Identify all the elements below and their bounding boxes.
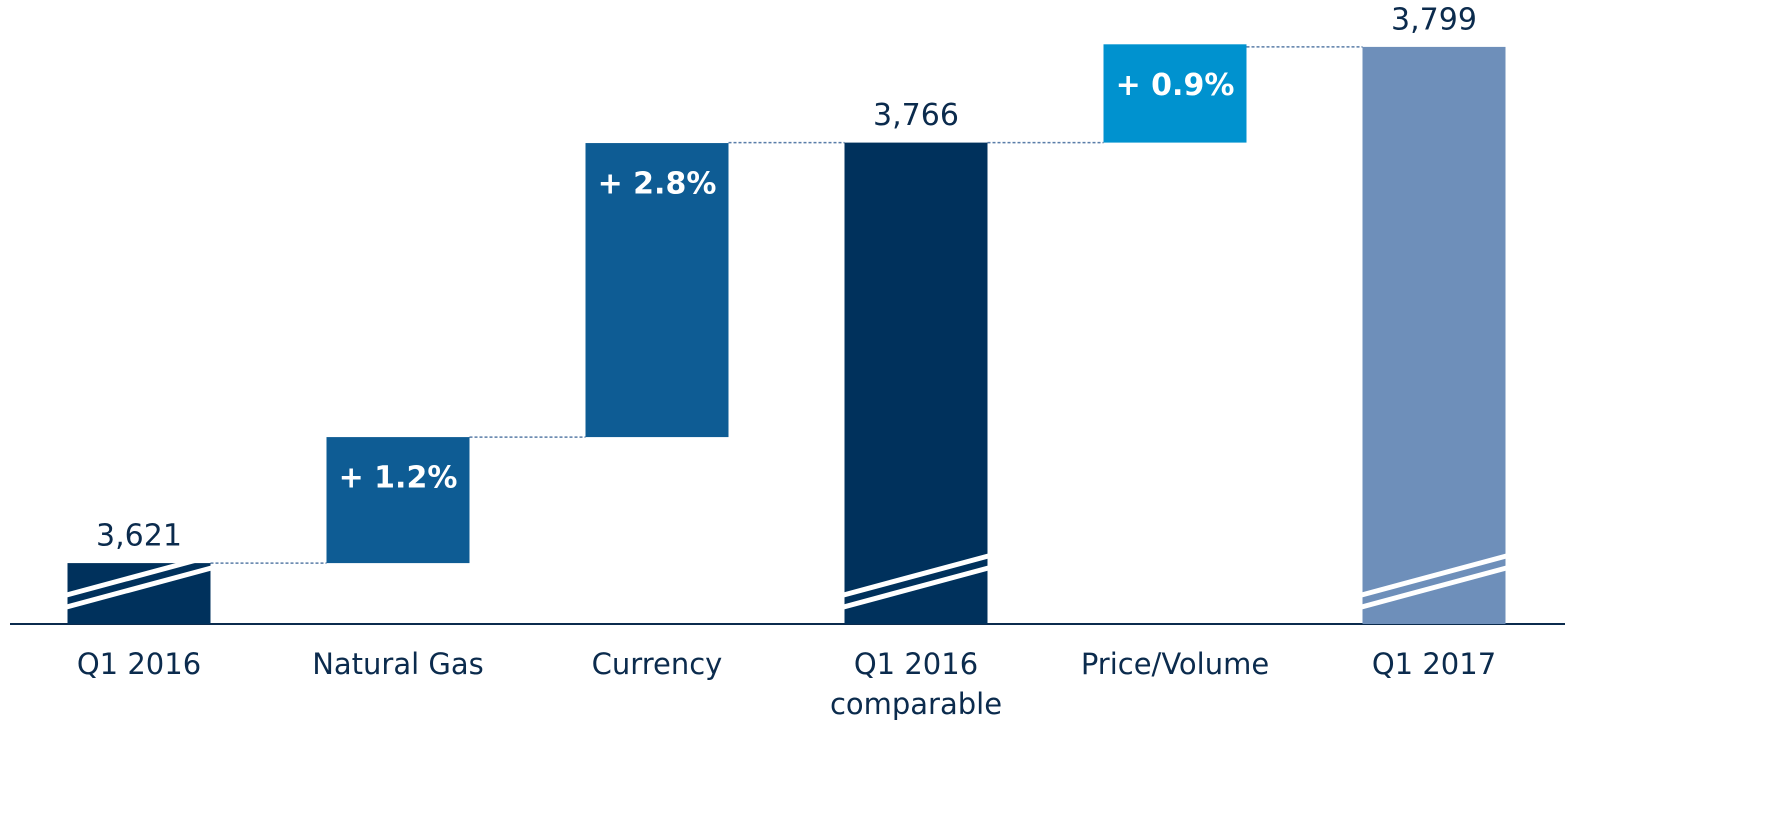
axis-break <box>54 550 224 601</box>
x-tick-label: Natural Gas <box>312 647 484 681</box>
x-tick-label: Currency <box>591 647 723 681</box>
value-label: + 2.8% <box>598 167 717 202</box>
axis-break <box>1349 550 1519 601</box>
axis-break <box>831 562 1001 613</box>
bar <box>844 142 988 624</box>
bar <box>585 143 729 438</box>
x-tick-label: Q1 2016 <box>76 647 202 681</box>
axis-break <box>1349 562 1519 613</box>
value-label: 3,766 <box>873 98 959 133</box>
bar <box>1362 46 1506 624</box>
axis-break <box>831 550 1001 601</box>
x-tick-label: Q1 2016 comparable <box>829 647 1003 721</box>
x-tick-label: Q1 2017 <box>1371 647 1497 681</box>
axis-break <box>54 562 224 613</box>
value-label: 3,621 <box>96 519 182 554</box>
value-label: + 1.2% <box>339 461 458 496</box>
value-label: 3,799 <box>1391 2 1477 37</box>
value-label: + 0.9% <box>1116 68 1235 103</box>
bar <box>1103 44 1247 143</box>
bar <box>326 437 470 564</box>
x-tick-label: Price/Volume <box>1080 647 1270 681</box>
